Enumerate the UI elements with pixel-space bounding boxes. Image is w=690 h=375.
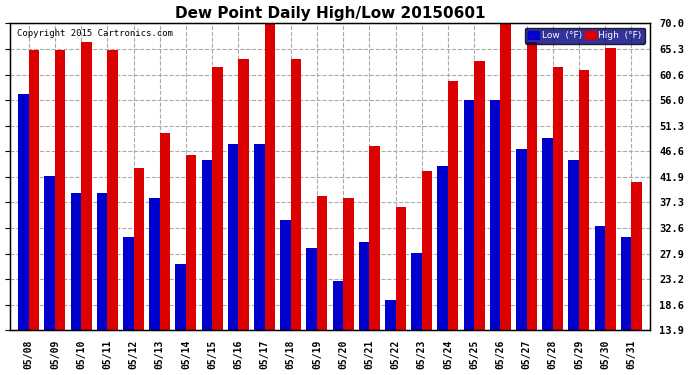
Bar: [516, 149, 526, 375]
Bar: [343, 198, 354, 375]
Bar: [542, 138, 553, 375]
Bar: [228, 144, 238, 375]
Bar: [306, 248, 317, 375]
Text: Copyright 2015 Cartronics.com: Copyright 2015 Cartronics.com: [17, 29, 172, 38]
Bar: [385, 300, 395, 375]
Bar: [569, 160, 579, 375]
Bar: [134, 168, 144, 375]
Bar: [500, 15, 511, 375]
Bar: [81, 42, 92, 375]
Bar: [437, 165, 448, 375]
Bar: [201, 160, 212, 375]
Bar: [369, 146, 380, 375]
Bar: [605, 48, 615, 375]
Bar: [123, 237, 134, 375]
Bar: [411, 253, 422, 375]
Bar: [317, 196, 328, 375]
Bar: [474, 62, 484, 375]
Bar: [18, 94, 29, 375]
Bar: [579, 70, 589, 375]
Bar: [97, 193, 108, 375]
Bar: [631, 182, 642, 375]
Bar: [526, 42, 537, 375]
Bar: [621, 237, 631, 375]
Bar: [212, 67, 223, 375]
Bar: [186, 154, 197, 375]
Bar: [44, 177, 55, 375]
Bar: [422, 171, 432, 375]
Bar: [29, 51, 39, 375]
Title: Dew Point Daily High/Low 20150601: Dew Point Daily High/Low 20150601: [175, 6, 485, 21]
Bar: [595, 226, 605, 375]
Bar: [553, 67, 563, 375]
Bar: [254, 144, 264, 375]
Legend: Low  (°F), High  (°F): Low (°F), High (°F): [525, 28, 645, 44]
Bar: [175, 264, 186, 375]
Bar: [238, 59, 249, 375]
Bar: [464, 100, 474, 375]
Bar: [359, 242, 369, 375]
Bar: [448, 81, 458, 375]
Bar: [490, 100, 500, 375]
Bar: [290, 59, 302, 375]
Bar: [395, 207, 406, 375]
Bar: [333, 280, 343, 375]
Bar: [280, 220, 290, 375]
Bar: [70, 193, 81, 375]
Bar: [55, 51, 66, 375]
Bar: [108, 51, 118, 375]
Bar: [149, 198, 160, 375]
Bar: [160, 133, 170, 375]
Bar: [264, 20, 275, 375]
